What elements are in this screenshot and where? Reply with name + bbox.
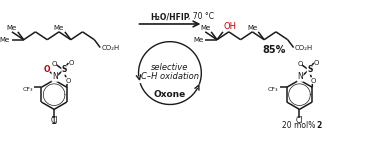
Text: , 70 °C: , 70 °C — [187, 12, 214, 21]
Text: OH: OH — [224, 22, 237, 31]
Text: N: N — [52, 72, 58, 81]
Text: Cl: Cl — [296, 116, 303, 125]
Text: Me: Me — [247, 25, 257, 31]
Text: CO₂H: CO₂H — [101, 45, 119, 50]
Text: Oxone: Oxone — [154, 90, 186, 99]
Text: Me: Me — [193, 37, 203, 43]
Text: O: O — [314, 60, 319, 66]
Text: O: O — [52, 61, 57, 67]
Text: Me: Me — [200, 25, 210, 31]
Text: 2: 2 — [316, 121, 321, 130]
Text: S: S — [307, 65, 313, 74]
Text: 1: 1 — [51, 116, 57, 126]
Text: Me: Me — [6, 25, 17, 31]
Text: N: N — [52, 72, 58, 81]
Text: O: O — [44, 65, 50, 75]
Text: O: O — [297, 61, 303, 67]
Text: 20 mol%: 20 mol% — [282, 121, 318, 130]
Text: O: O — [68, 60, 74, 66]
Text: H₂O/HFIP: H₂O/HFIP — [150, 12, 190, 21]
Text: Me: Me — [54, 25, 64, 31]
Text: CO₂H: CO₂H — [294, 45, 313, 50]
Text: O: O — [311, 78, 316, 84]
Text: C–H oxidation: C–H oxidation — [141, 73, 199, 82]
Text: O: O — [65, 78, 71, 84]
Text: N: N — [297, 72, 303, 81]
Text: Cl: Cl — [50, 116, 58, 125]
Text: O: O — [65, 78, 71, 84]
Text: CF₃: CF₃ — [268, 87, 278, 92]
Text: 85%: 85% — [262, 45, 286, 54]
Text: S: S — [62, 65, 67, 74]
Text: Me: Me — [0, 37, 10, 43]
Text: S: S — [62, 65, 67, 74]
Text: CF₃: CF₃ — [22, 87, 33, 92]
Text: selective: selective — [151, 63, 189, 72]
